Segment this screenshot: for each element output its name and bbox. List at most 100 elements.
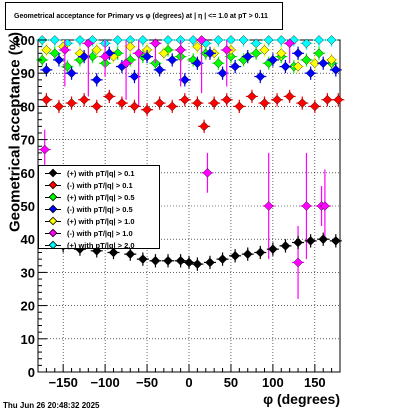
data-point — [234, 101, 245, 112]
legend-entry: (+) with pT/|q| > 1.0 — [39, 215, 159, 227]
data-point — [284, 91, 295, 102]
legend-label: (+) with pT/|q| > 0.5 — [67, 192, 135, 202]
legend-label: (+) with pT/|q| > 0.1 — [67, 168, 135, 178]
data-point — [221, 45, 232, 55]
legend-label: (+) with pT/|q| > 2.0 — [67, 240, 135, 250]
y-tick-label: 100 — [13, 33, 35, 48]
data-point — [192, 41, 203, 52]
data-point — [305, 236, 316, 246]
y-tick-label: 50 — [21, 199, 35, 214]
x-tick-label: 100 — [262, 375, 284, 390]
x-tick-label: −150 — [49, 375, 78, 390]
data-point — [255, 71, 266, 82]
data-point — [263, 201, 274, 211]
data-point — [54, 101, 64, 112]
data-point — [226, 51, 236, 62]
data-point — [259, 98, 270, 108]
y-tick-label: 80 — [21, 99, 35, 114]
data-point — [75, 35, 85, 45]
data-point — [83, 38, 94, 49]
data-point — [150, 255, 161, 266]
legend-entry: (+) with pT/|q| > 2.0 — [39, 239, 159, 251]
data-point — [125, 249, 136, 259]
data-point — [192, 259, 203, 269]
data-point — [142, 104, 152, 115]
legend-marker — [39, 215, 67, 227]
data-point — [330, 236, 341, 246]
data-point — [293, 237, 303, 248]
data-point — [112, 35, 123, 45]
x-tick-label: 50 — [224, 375, 238, 390]
data-point — [133, 48, 144, 59]
data-point — [138, 254, 148, 264]
legend-label: (-) with pT/|q| > 0.5 — [67, 204, 133, 214]
data-point — [60, 45, 70, 55]
data-point — [209, 98, 219, 108]
data-point — [205, 257, 215, 268]
data-point — [100, 51, 110, 62]
data-point — [87, 51, 98, 62]
data-point — [247, 91, 257, 102]
data-point — [310, 101, 320, 112]
legend-entry: (-) with pT/|q| > 0.5 — [39, 203, 159, 215]
y-tick-label: 0 — [28, 365, 35, 380]
data-point — [242, 51, 253, 62]
legend-marker — [39, 227, 67, 239]
data-point — [263, 35, 274, 45]
data-point — [184, 257, 194, 268]
data-point — [49, 48, 60, 59]
data-point — [163, 35, 173, 45]
data-point — [221, 94, 232, 105]
legend-entry: (-) with pT/|q| > 1.0 — [39, 227, 159, 239]
legend-label: (-) with pT/|q| > 0.1 — [67, 180, 133, 190]
data-point — [192, 98, 203, 108]
data-point — [91, 75, 102, 85]
data-point — [268, 55, 278, 65]
data-point — [125, 41, 136, 52]
legend-marker — [39, 167, 67, 179]
data-point — [293, 257, 303, 268]
legend-marker — [39, 179, 67, 191]
data-point — [333, 94, 344, 105]
series-layer — [36, 35, 345, 299]
y-tick-label: 60 — [21, 166, 35, 181]
data-point — [79, 51, 89, 62]
data-point — [251, 48, 261, 59]
data-point — [79, 94, 89, 105]
data-point — [188, 35, 199, 45]
data-point — [217, 68, 228, 79]
x-tick-label: −100 — [90, 375, 119, 390]
data-point — [268, 244, 278, 254]
data-point — [202, 167, 213, 178]
data-point — [326, 55, 337, 65]
data-point — [39, 144, 50, 155]
data-point — [154, 65, 165, 75]
x-tick-label: 150 — [304, 375, 326, 390]
y-tick-label: 20 — [21, 299, 35, 314]
data-point — [238, 35, 249, 45]
axis-layer: −150 −100 −50 0 50 100 150 0 10 20 30 40 50 60 70 80 90 1… — [13, 33, 341, 390]
legend-entry: (-) with pT/|q| > 0.1 — [39, 179, 159, 191]
data-point — [320, 201, 330, 211]
data-point — [54, 55, 64, 65]
data-point — [121, 58, 131, 69]
data-point — [199, 121, 209, 132]
x-tick-label: 0 — [185, 375, 192, 390]
data-point — [179, 94, 190, 105]
y-tick-label: 10 — [21, 332, 35, 347]
data-point — [91, 45, 102, 55]
data-point — [175, 45, 186, 55]
data-point — [301, 201, 312, 211]
data-point — [179, 75, 190, 85]
data-point — [280, 61, 291, 72]
data-point — [66, 68, 77, 79]
timestamp: Thu Jun 26 20:48:32 2025 — [3, 401, 100, 410]
data-point — [167, 55, 178, 65]
data-point — [272, 94, 282, 105]
legend-marker — [39, 203, 67, 215]
y-tick-label: 30 — [21, 265, 35, 280]
legend-entry: (+) with pT/|q| > 0.5 — [39, 191, 159, 203]
data-point — [41, 94, 52, 105]
data-point — [301, 38, 312, 49]
data-point — [310, 58, 320, 69]
